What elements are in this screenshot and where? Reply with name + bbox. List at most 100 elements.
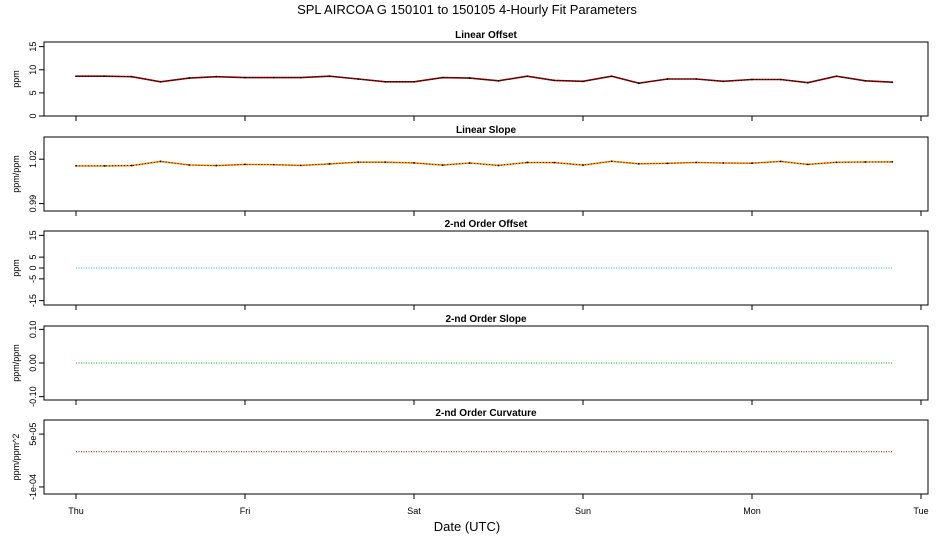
data-point: [159, 160, 162, 163]
data-point: [188, 77, 191, 79]
data-point: [695, 78, 698, 80]
data-point: [441, 76, 444, 79]
data-point: [835, 75, 838, 78]
data-point: [357, 161, 360, 164]
data-point: [188, 164, 191, 166]
x-tick-label: Sat: [407, 506, 421, 516]
data-point: [526, 161, 529, 164]
y-tick-label: -5: [28, 275, 38, 283]
data-point: [244, 76, 246, 79]
panel-4: 2-nd Order Slope ppm/ppm -0.10 0.00 0.10: [11, 314, 929, 407]
panel-5: 2-nd Order Curvature ppm/ppm^2 -1e-04 5e-05: [11, 408, 929, 500]
data-point: [75, 164, 77, 167]
y-tick-label: 5e-05: [28, 423, 38, 446]
data-point: [610, 75, 613, 78]
x-tick-label: Thu: [68, 506, 84, 516]
series-line: [76, 160, 893, 167]
y-tick-label: 0.00: [28, 354, 38, 372]
data-point: [497, 164, 500, 167]
data-point: [891, 160, 894, 163]
y-tick-label: 0.10: [28, 321, 38, 339]
chart-panels: Linear Offset ppm 0 5 10 15 Linear Slope ppm/pp…: [11, 30, 929, 500]
y-tick-label: 5: [28, 255, 38, 260]
data-point: [526, 75, 529, 78]
data-point: [666, 78, 669, 80]
data-point: [751, 162, 753, 165]
data-point: [779, 78, 782, 81]
data-point: [637, 82, 640, 85]
data-point: [695, 161, 698, 164]
data-point: [413, 162, 415, 164]
data-point: [582, 80, 584, 83]
plot-frame: [43, 419, 929, 495]
data-point: [864, 161, 867, 163]
x-axis-title: Date (UTC): [434, 519, 500, 534]
data-point: [835, 161, 838, 164]
data-point: [159, 80, 162, 83]
figure-title: SPL AIRCOA G 150101 to 150105 4-Hourly F…: [297, 2, 637, 17]
data-point: [130, 75, 133, 78]
data-point: [610, 160, 613, 163]
panel-1: Linear Offset ppm 0 5 10 15: [11, 30, 929, 121]
data-point: [468, 77, 471, 79]
data-point: [806, 163, 809, 166]
y-axis-title: ppm: [11, 70, 21, 88]
data-point: [553, 161, 556, 164]
x-axis: Thu Fri Sat Sun Mon Tue: [68, 506, 928, 516]
data-point: [779, 160, 782, 163]
data-point: [666, 162, 669, 165]
data-point: [553, 79, 556, 82]
x-tick-label: Tue: [913, 506, 928, 516]
data-point: [75, 75, 77, 78]
panel-title: 2-nd Order Slope: [445, 314, 527, 325]
panel-title: Linear Offset: [455, 30, 517, 41]
y-tick-label: 10: [28, 65, 38, 75]
data-point: [751, 78, 753, 81]
data-point: [441, 164, 444, 167]
y-axis-title: ppm/ppm^2: [11, 434, 21, 481]
x-tick-label: Fri: [240, 506, 251, 516]
panel-2: Linear Slope ppm/ppm 0.99 1.02: [11, 125, 929, 216]
y-axis-title: ppm/ppm: [11, 155, 21, 193]
x-tick-label: Sun: [575, 506, 591, 516]
data-point: [357, 78, 360, 80]
data-point: [272, 76, 275, 79]
data-point: [384, 80, 387, 83]
data-point: [215, 75, 218, 78]
data-point: [722, 80, 725, 83]
data-point: [103, 164, 106, 167]
panel-title: 2-nd Order Curvature: [435, 408, 537, 419]
series-markers: [76, 75, 893, 84]
y-tick-label: 0: [28, 113, 38, 118]
data-point: [244, 163, 246, 166]
y-tick-label: 0.99: [28, 195, 38, 213]
data-point: [272, 163, 275, 166]
panel-title: 2-nd Order Offset: [445, 219, 528, 230]
panel-3: 2-nd Order Offset ppm -15 -5 0 5 15: [11, 219, 929, 310]
data-point: [130, 164, 133, 167]
data-point: [103, 75, 106, 78]
data-point: [299, 164, 302, 167]
data-point: [891, 81, 894, 84]
data-point: [328, 163, 331, 165]
y-tick-label: 15: [28, 42, 38, 52]
data-point: [468, 162, 471, 164]
data-point: [299, 76, 302, 79]
y-axis-title: ppm: [11, 259, 21, 277]
data-point: [582, 164, 584, 167]
y-tick-label: -0.10: [28, 386, 38, 407]
data-point: [637, 162, 640, 165]
data-point: [384, 161, 387, 164]
x-tick-label: Mon: [743, 506, 761, 516]
data-point: [722, 162, 725, 164]
data-point: [497, 79, 500, 82]
data-point: [413, 80, 415, 83]
data-point: [328, 75, 331, 78]
y-tick-label: -15: [28, 294, 38, 307]
y-tick-label: -1e-04: [28, 474, 38, 500]
panel-title: Linear Slope: [456, 125, 516, 136]
data-point: [806, 81, 809, 84]
y-tick-label: 15: [28, 230, 38, 240]
data-point: [215, 164, 218, 167]
